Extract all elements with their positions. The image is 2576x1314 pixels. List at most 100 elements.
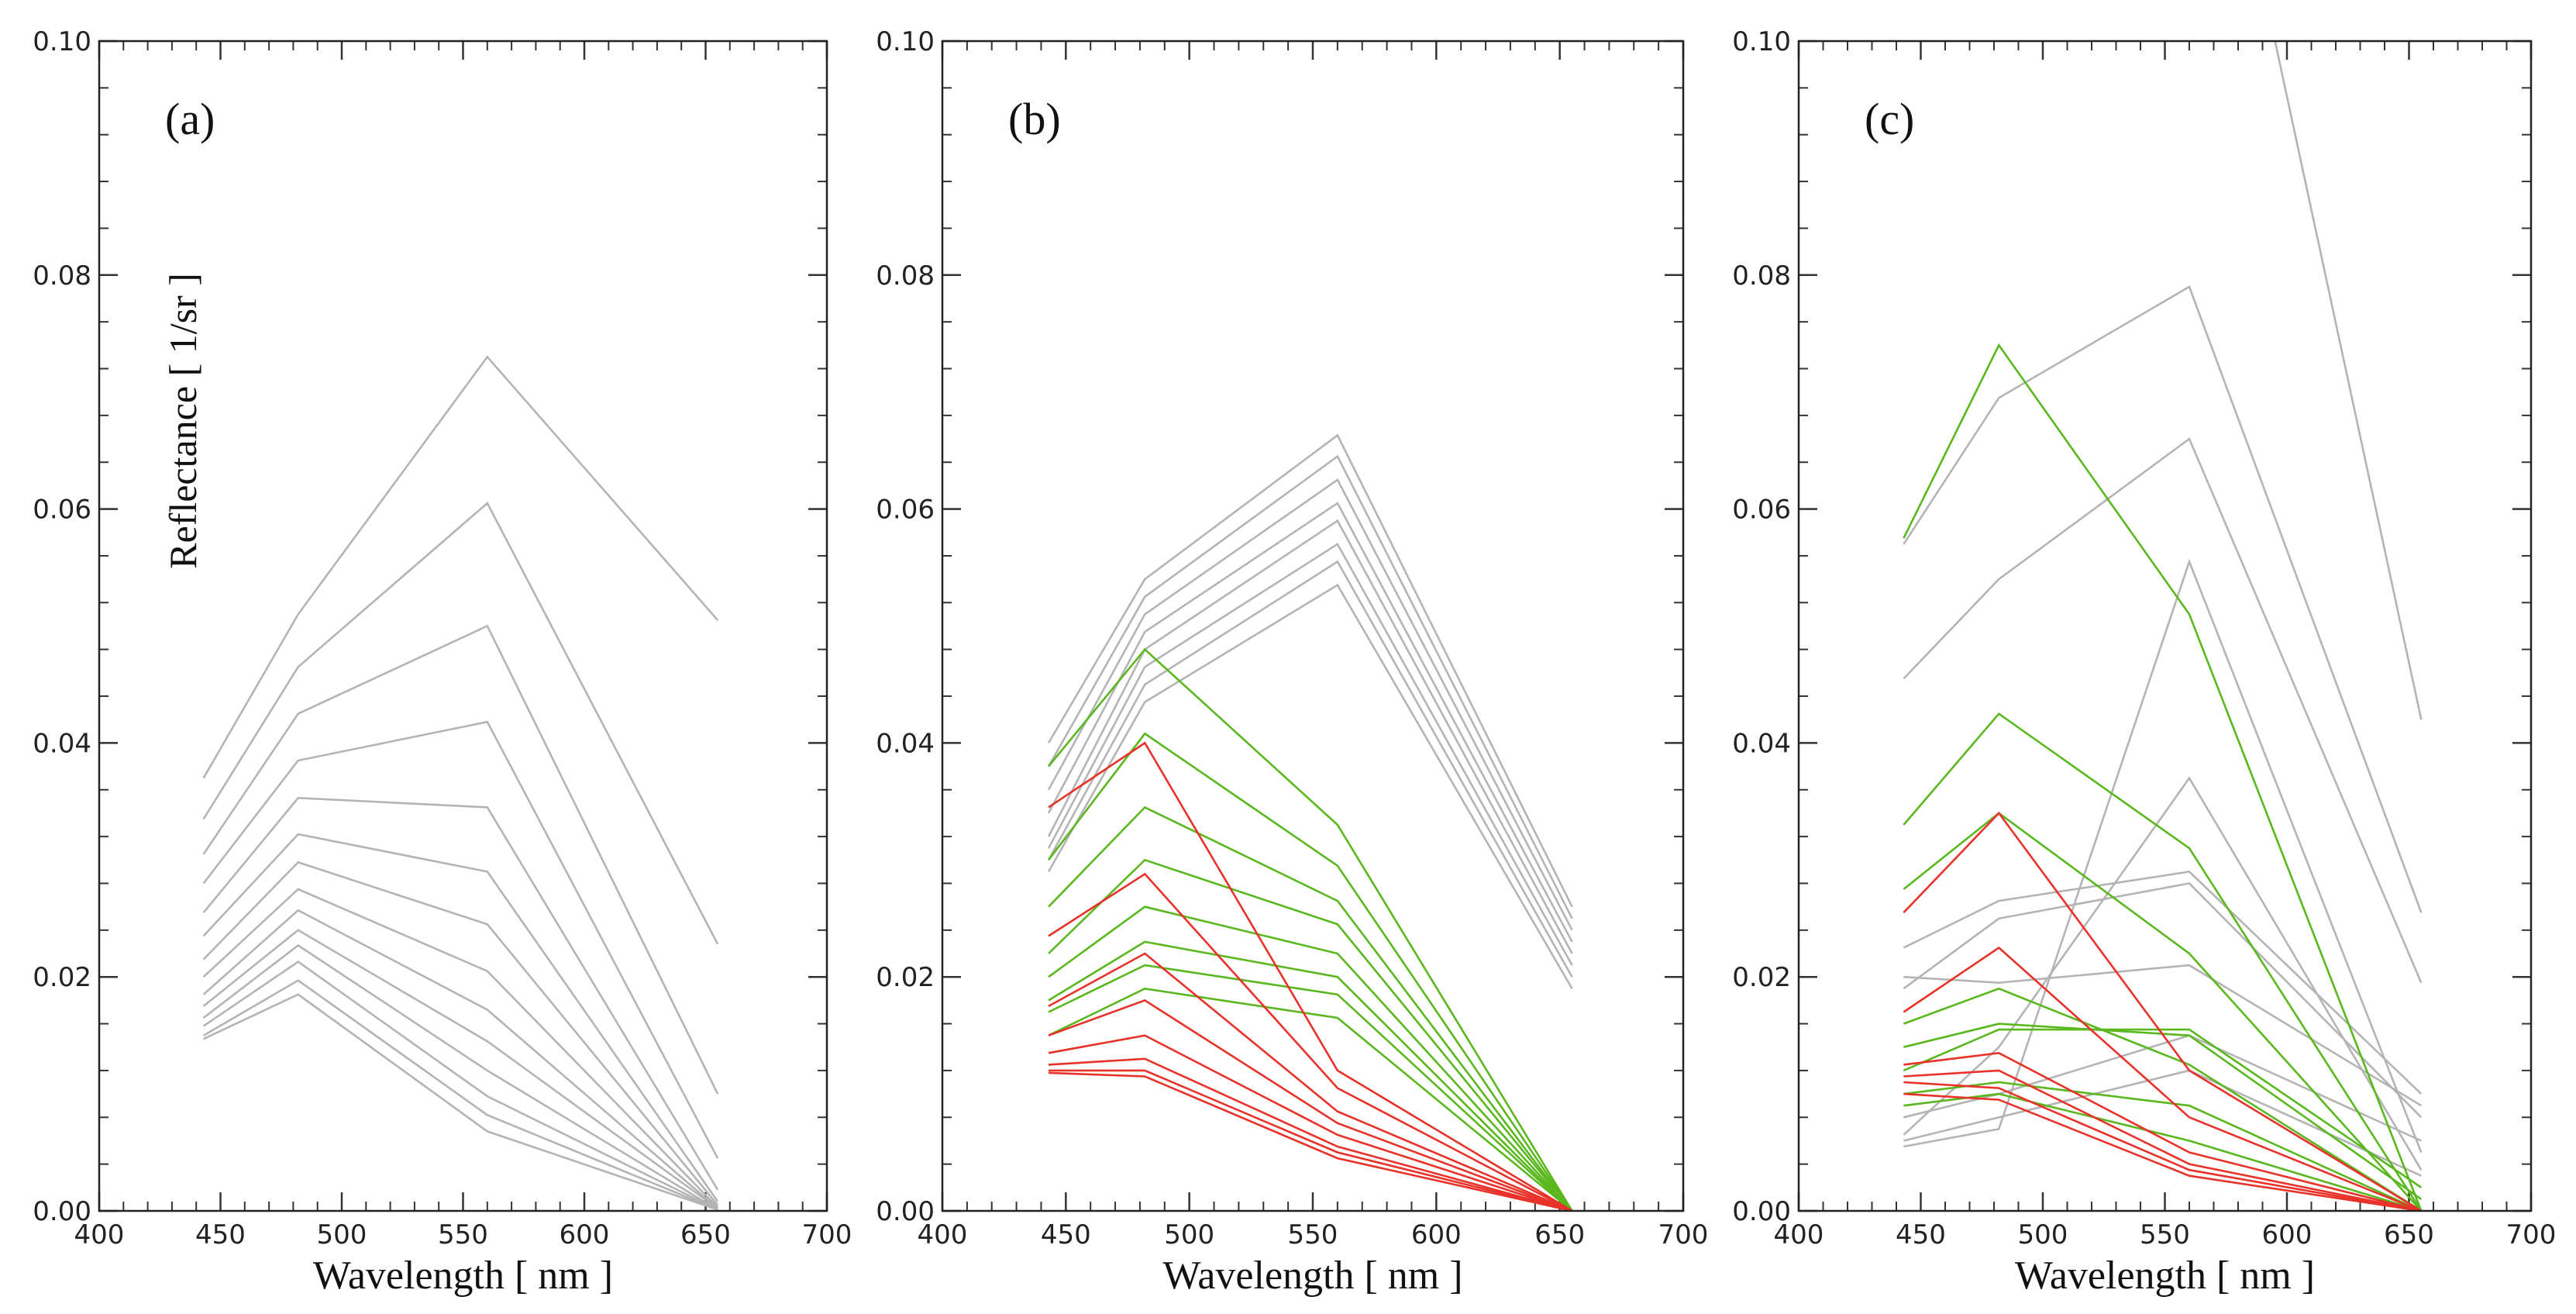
series-line: [1048, 858, 1573, 1211]
series-line: [1047, 478, 1573, 931]
series-line: [1903, 1028, 2423, 1188]
series-line: [1047, 732, 1573, 1211]
y-axis-label: Reflectance [ 1/sr ]: [161, 273, 205, 569]
series-line: [1048, 805, 1573, 1211]
series-line: [203, 993, 718, 1211]
y-tick-label: 0.02: [33, 962, 91, 993]
x-tick-label: 650: [680, 1219, 731, 1250]
x-tick-label: 500: [2018, 1219, 2068, 1250]
series-line: [1048, 987, 1573, 1211]
series-line: [1047, 583, 1573, 989]
x-axis-label: Wavelength [ nm ]: [1162, 1254, 1462, 1298]
series-line: [1903, 812, 2423, 1211]
x-tick-label: 700: [802, 1219, 852, 1250]
y-tick-label: 0.00: [33, 1196, 91, 1227]
y-tick-label: 0.00: [1732, 1196, 1791, 1227]
lines: [1903, 41, 2423, 1211]
series-line: [1903, 811, 2422, 1211]
panel-label: (c): [1865, 94, 1914, 144]
series-line: [202, 720, 719, 1159]
x-tick-label: 550: [2140, 1219, 2190, 1250]
panel: 400 450 500 550 600 650 700 0.00 0.02 0.04 0.06 0.0…: [876, 26, 1708, 1298]
series-line: [202, 860, 719, 1206]
series-line: [1048, 741, 1573, 1211]
series-line: [1047, 433, 1573, 908]
series-line: [1903, 712, 2423, 1211]
series-line: [1048, 872, 1573, 1211]
series-line: [202, 929, 718, 1210]
series-line: [202, 624, 719, 1095]
x-tick-label: 650: [2384, 1219, 2434, 1250]
x-tick-label: 500: [317, 1219, 367, 1250]
y-tick-label: 0.02: [1732, 962, 1791, 993]
y-tick-label: 0.02: [876, 962, 935, 993]
series-line: [202, 796, 719, 1191]
plot-frame: [1797, 40, 2533, 1212]
x-tick-label: 700: [1658, 1219, 1709, 1250]
series-line: [1903, 946, 2422, 1211]
series-line: [1047, 502, 1573, 943]
x-tick-label: 400: [1774, 1219, 1824, 1250]
x-tick-label: 550: [1288, 1219, 1338, 1250]
series-line: [202, 960, 718, 1211]
x-tick-label: 600: [560, 1219, 610, 1250]
x-tick-label: 400: [74, 1219, 125, 1250]
x-tick-label: 700: [2506, 1219, 2557, 1250]
series-line: [1047, 519, 1573, 954]
series-line: [1903, 1069, 2422, 1211]
series-line: [1903, 882, 2423, 1119]
series-line: [1903, 285, 2423, 913]
series-line: [1903, 1051, 2422, 1211]
series-line: [1903, 987, 2422, 1211]
panel-label: (b): [1008, 94, 1061, 144]
series-line: [202, 355, 719, 779]
y-tick-label: 0.08: [1732, 260, 1791, 291]
y-tick-label: 0.04: [876, 728, 935, 759]
series-line: [1903, 776, 2423, 1171]
x-tick-label: 500: [1164, 1219, 1214, 1250]
series-line: [1903, 1081, 2422, 1211]
series-line: [202, 502, 719, 945]
plot-frame: [941, 40, 1685, 1212]
x-tick-label: 600: [2262, 1219, 2313, 1250]
series-line: [1903, 871, 2423, 1095]
series-line: [1048, 998, 1573, 1211]
y-tick-label: 0.10: [1732, 26, 1791, 57]
y-tick-label: 0.04: [1732, 728, 1791, 759]
series-line: [2274, 41, 2423, 720]
series-line: [202, 909, 718, 1209]
series-line: [1048, 1034, 1573, 1211]
series-line: [1903, 1092, 2422, 1211]
panel: 400 450 500 550 600 650 700 0.00 0.02 0.04 0.06 0.0…: [33, 26, 852, 1298]
series-line: [1903, 1034, 2422, 1142]
x-tick-label: 450: [1896, 1219, 1946, 1250]
series-line: [1048, 952, 1573, 1211]
y-tick-label: 0.10: [876, 26, 935, 57]
panel-label: (a): [165, 94, 215, 144]
series-line: [1903, 343, 2423, 1211]
x-tick-label: 550: [438, 1219, 488, 1250]
x-axis-label: Wavelength [ nm ]: [2015, 1254, 2315, 1298]
series-line: [1048, 905, 1573, 1211]
series-line: [1049, 1069, 1572, 1211]
series-line: [1903, 1023, 2423, 1200]
series-line: [1047, 647, 1573, 1211]
series-line: [202, 833, 719, 1202]
series-line: [1903, 1081, 2422, 1211]
y-tick-label: 0.10: [33, 26, 91, 57]
series-line: [202, 888, 719, 1209]
x-axis-label: Wavelength [ nm ]: [313, 1254, 613, 1298]
y-tick-label: 0.00: [876, 1196, 935, 1227]
series-line: [1047, 454, 1573, 919]
series-line: [1048, 940, 1573, 1211]
lines: [1047, 433, 1573, 1211]
y-tick-label: 0.08: [33, 260, 91, 291]
plot-frame: [98, 40, 828, 1212]
series-line: [1048, 1071, 1572, 1211]
y-tick-label: 0.06: [876, 495, 935, 526]
panel: 400 450 500 550 600 650 700 0.00 0.02 0.04 0.06 0.0…: [1732, 26, 2557, 1298]
series-line: [1903, 437, 2423, 984]
y-tick-label: 0.08: [876, 260, 935, 291]
lines: [202, 355, 719, 1211]
